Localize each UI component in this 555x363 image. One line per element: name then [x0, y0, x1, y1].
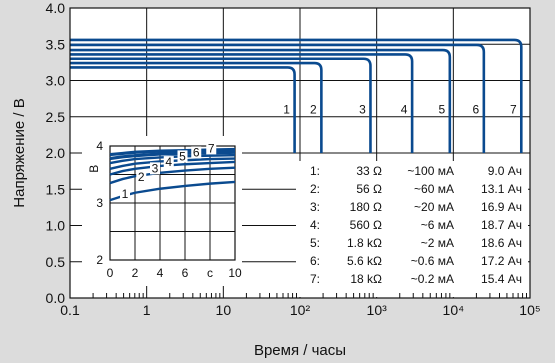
legend-capacity: 13.1 Ач: [481, 182, 522, 196]
y-tick-label: 2.0: [46, 145, 66, 161]
discharge-curve-3: [70, 57, 372, 153]
inset-curve-label-6: 6: [193, 145, 200, 159]
discharge-curve-2: [70, 61, 323, 153]
legend-current: ~20 мА: [414, 200, 454, 214]
inset-y-tick: 3: [96, 196, 103, 210]
legend-table: 1: 33 Ω ~100 мА 9.0 Ач 2: 56 Ω ~60 мА 13.1 Ач 3:…: [296, 161, 528, 297]
x-tick-label: 1: [143, 302, 151, 318]
y-axis-label: Напряжение / В: [11, 98, 28, 207]
curve-label-6: 6: [472, 103, 479, 117]
legend-capacity: 16.9 Ач: [481, 200, 522, 214]
legend-box: [296, 161, 528, 297]
x-tick-label: 0.1: [60, 302, 80, 318]
legend-capacity: 18.7 Ач: [481, 218, 522, 232]
inset-x-tick: 0: [107, 266, 114, 280]
x-axis-label: Время / часы: [254, 342, 346, 359]
legend-num: 6:: [310, 254, 320, 268]
legend-resistance: 56 Ω: [356, 182, 382, 196]
y-tick-label: 3.5: [46, 36, 66, 52]
legend-current: ~2 мА: [421, 236, 454, 250]
discharge-curve-7: [70, 38, 523, 153]
legend-num: 7:: [310, 272, 320, 286]
y-tick-labels: 0.0 0.5 1.0 1.5 2.0 2.5 3.0 3.5 4.0: [46, 0, 66, 306]
curve-label-5: 5: [438, 103, 445, 117]
curves: [70, 38, 523, 153]
y-tick-label: 3.0: [46, 73, 66, 89]
legend-resistance: 18 kΩ: [350, 272, 382, 286]
inset-x-tick: 10: [228, 266, 242, 280]
discharge-curve-5: [70, 48, 452, 153]
legend-num: 2:: [310, 182, 320, 196]
legend-capacity: 9.0 Ач: [488, 164, 522, 178]
inset-label-bg: [136, 170, 147, 183]
inset-x-tick: 4: [157, 266, 164, 280]
curve-label-3: 3: [359, 103, 366, 117]
curve-label-4: 4: [401, 103, 408, 117]
legend-current: ~60 мА: [414, 182, 454, 196]
x-tick-label: 10⁵: [519, 302, 540, 318]
plot-frame: [69, 7, 531, 299]
legend-current: ~0.6 мА: [411, 254, 454, 268]
legend-resistance: 33 Ω: [356, 164, 382, 178]
inset-label-bg: [150, 162, 160, 175]
y-tick-label: 0.5: [46, 254, 66, 270]
y-tick-label: 0.0: [46, 290, 66, 306]
inset-curve-5: [109, 153, 236, 165]
y-tick-label: 1.0: [46, 218, 66, 234]
legend-capacity: 17.2 Ач: [481, 254, 522, 268]
curve-label-1: 1: [283, 103, 290, 117]
inset-x-tick: 6: [182, 266, 189, 280]
legend-num: 4:: [310, 218, 320, 232]
x-tick-labels: 0.1 1 10 10² 10³ 10⁴ 10⁵: [60, 302, 540, 318]
discharge-curve-1: [70, 66, 296, 153]
legend-capacity: 15.4 Ач: [481, 272, 522, 286]
y-tick-label: 4.0: [46, 0, 66, 16]
x-tick-label: 10³: [367, 302, 388, 318]
inset-label-bg: [120, 188, 130, 201]
legend-current: ~0.2 мА: [411, 272, 454, 286]
legend-current: ~100 мА: [407, 164, 454, 178]
inset-label-bg: [177, 150, 188, 163]
inset-label-bg: [191, 146, 202, 159]
x-tick-label: 10²: [290, 302, 311, 318]
curve-labels: 1 2 3 4 5 6 7: [283, 103, 517, 117]
legend-resistance: 180 Ω: [350, 200, 382, 214]
inset-y-tick: 2: [96, 253, 103, 267]
discharge-curve-6: [70, 43, 486, 153]
inset-x-tick: 2: [132, 266, 139, 280]
legend-num: 1:: [310, 164, 320, 178]
discharge-curve-4: [70, 53, 414, 153]
inset-curve-label-5: 5: [179, 149, 186, 163]
legend-resistance: 560 Ω: [350, 218, 382, 232]
y-tick-label: 2.5: [46, 109, 66, 125]
inset-x-tick: с: [207, 266, 213, 280]
inset-y-axis-label: В: [87, 165, 101, 173]
legend-resistance: 5.6 kΩ: [347, 254, 382, 268]
inset-frame: [109, 145, 236, 261]
inset-curve-label-7: 7: [208, 141, 215, 155]
curve-label-7: 7: [510, 103, 517, 117]
inset-label-bg: [206, 142, 217, 155]
inset-curve-label-4: 4: [165, 155, 172, 169]
inset-curve-label-2: 2: [138, 170, 145, 184]
inset-curve-label-3: 3: [152, 161, 159, 175]
legend-resistance: 1.8 kΩ: [347, 236, 382, 250]
inset-curve-label-1: 1: [122, 187, 129, 201]
inset-label-bg: [163, 156, 174, 169]
x-tick-label: 10: [216, 302, 232, 318]
y-tick-label: 1.5: [46, 181, 66, 197]
curve-label-2: 2: [310, 103, 317, 117]
minor-ticks: [92, 293, 527, 298]
legend-current: ~6 мА: [421, 218, 454, 232]
legend-num: 3:: [310, 200, 320, 214]
legend-capacity: 18.6 Ач: [481, 236, 522, 250]
inset-y-tick: 4: [96, 139, 103, 153]
legend-num: 5:: [310, 236, 320, 250]
inset-curve-4: [109, 157, 236, 170]
x-tick-label: 10⁴: [443, 302, 465, 318]
